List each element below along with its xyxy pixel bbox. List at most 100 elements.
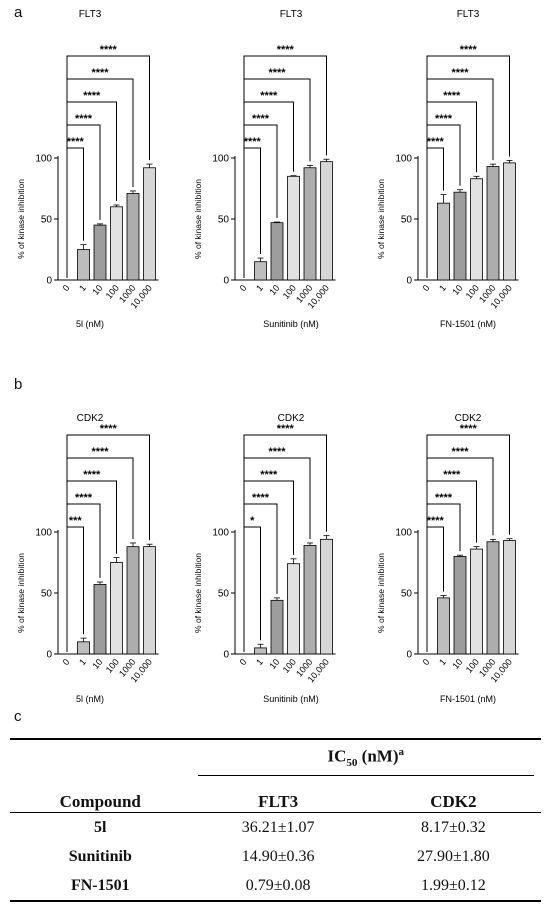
- x-tick-label: 10: [267, 283, 281, 297]
- bar: [320, 538, 333, 655]
- y-tick-label: 50: [401, 215, 413, 226]
- bar: [77, 641, 90, 655]
- bar: [93, 584, 107, 655]
- y-axis-label: % of kinase inhibition: [16, 553, 26, 633]
- x-axis-label: Sunitinib (nM): [263, 319, 319, 329]
- compound-cell: 5l: [94, 818, 107, 836]
- y-tick-label: 50: [401, 589, 413, 600]
- flt3-column-header: FLT3: [190, 782, 366, 813]
- compound-cell: Sunitinib: [68, 847, 132, 865]
- significance-label: ****: [260, 469, 278, 481]
- bar: [303, 167, 317, 281]
- significance-bracket: [243, 147, 261, 278]
- chart-title: CDK2: [77, 413, 104, 424]
- significance-bracket: [66, 55, 150, 278]
- significance-bracket: [243, 101, 294, 278]
- panel-label-c: c: [14, 708, 22, 725]
- bar: [254, 261, 267, 281]
- significance-label: *: [250, 515, 255, 527]
- significance-label: ****: [277, 423, 295, 435]
- y-tick-label: 100: [395, 528, 412, 539]
- significance-label: ***: [69, 515, 83, 527]
- significance-label: ****: [75, 113, 93, 125]
- cdk2-column-header: CDK2: [365, 782, 541, 813]
- chart-title: FLT3: [457, 9, 480, 20]
- y-tick-label: 100: [35, 154, 52, 165]
- cdk2-cell: 27.90±1.80: [416, 847, 490, 865]
- flt3-cell: 14.90±0.36: [241, 847, 315, 865]
- significance-bracket: [66, 101, 117, 278]
- x-tick-label: 0: [421, 283, 432, 293]
- bar: [270, 599, 284, 655]
- panel-label-b: b: [14, 376, 23, 393]
- table-row: Sunitinib 14.90±0.36 27.90±1.80: [10, 842, 541, 871]
- y-tick-label: 0: [46, 276, 52, 287]
- x-axis-label: 5l (nM): [76, 319, 104, 329]
- x-tick-label: 10: [450, 657, 464, 671]
- y-tick-label: 0: [406, 276, 412, 287]
- x-tick-label: 10: [450, 283, 464, 297]
- significance-label: ****: [427, 515, 445, 527]
- y-axis-label: % of kinase inhibition: [376, 553, 386, 633]
- significance-bracket: [243, 526, 261, 652]
- bar: [126, 546, 140, 655]
- x-tick-label: 1: [437, 657, 448, 667]
- significance-bracket: [426, 480, 477, 652]
- significance-label: ****: [83, 469, 101, 481]
- bar: [143, 167, 156, 281]
- panel-label-a: a: [14, 4, 23, 21]
- significance-label: ****: [443, 90, 461, 102]
- bar: [287, 563, 300, 655]
- ic50-table: IC50 (nM)a Compound FLT3 CDK2 5l 36.21±1…: [10, 738, 541, 902]
- significance-label: ****: [252, 113, 270, 125]
- significance-bracket: [426, 55, 510, 278]
- x-axis-label: FN-1501 (nM): [440, 694, 496, 704]
- x-tick-label: 1: [437, 283, 448, 293]
- significance-label: ****: [451, 67, 469, 79]
- significance-label: ****: [75, 492, 93, 504]
- y-axis-label: % of kinase inhibition: [16, 179, 26, 259]
- bar: [320, 161, 333, 281]
- significance-bracket: [66, 480, 117, 652]
- significance-label: ****: [435, 492, 453, 504]
- significance-label: ****: [100, 44, 118, 56]
- chart-title: FLT3: [79, 9, 102, 20]
- significance-bracket: [243, 480, 294, 652]
- significance-label: ****: [67, 136, 85, 148]
- significance-label: ****: [100, 423, 118, 435]
- bar: [93, 224, 107, 281]
- chart-title: CDK2: [278, 413, 305, 424]
- y-axis-label: % of kinase inhibition: [193, 179, 203, 259]
- x-tick-label: 0: [238, 283, 249, 293]
- bar: [270, 222, 284, 281]
- bar: [254, 647, 267, 655]
- significance-label: ****: [252, 492, 270, 504]
- significance-bracket: [243, 55, 327, 278]
- table-row: 5l 36.21±1.07 8.17±0.32: [10, 813, 541, 843]
- significance-label: ****: [277, 44, 295, 56]
- y-tick-label: 100: [35, 528, 52, 539]
- flt3-cell: 36.21±1.07: [241, 818, 315, 836]
- ic50-header: IC50 (nM)a: [190, 738, 541, 782]
- bar: [287, 175, 300, 281]
- significance-label: ****: [460, 44, 478, 56]
- x-tick-label: 0: [421, 657, 432, 667]
- cdk2-cell: 1.99±0.12: [365, 871, 541, 902]
- significance-bracket: [66, 526, 84, 652]
- significance-label: ****: [83, 90, 101, 102]
- significance-label: ****: [91, 446, 109, 458]
- table-row: FN-1501 0.79±0.08 1.99±0.12: [10, 871, 541, 902]
- bar: [143, 546, 156, 655]
- bar: [110, 206, 123, 281]
- significance-label: ****: [427, 136, 445, 148]
- significance-label: ****: [260, 90, 278, 102]
- x-tick-label: 1: [254, 657, 265, 667]
- compound-column-header: Compound: [10, 782, 191, 813]
- x-tick-label: 10: [90, 657, 104, 671]
- significance-label: ****: [91, 67, 109, 79]
- y-tick-label: 0: [223, 650, 229, 661]
